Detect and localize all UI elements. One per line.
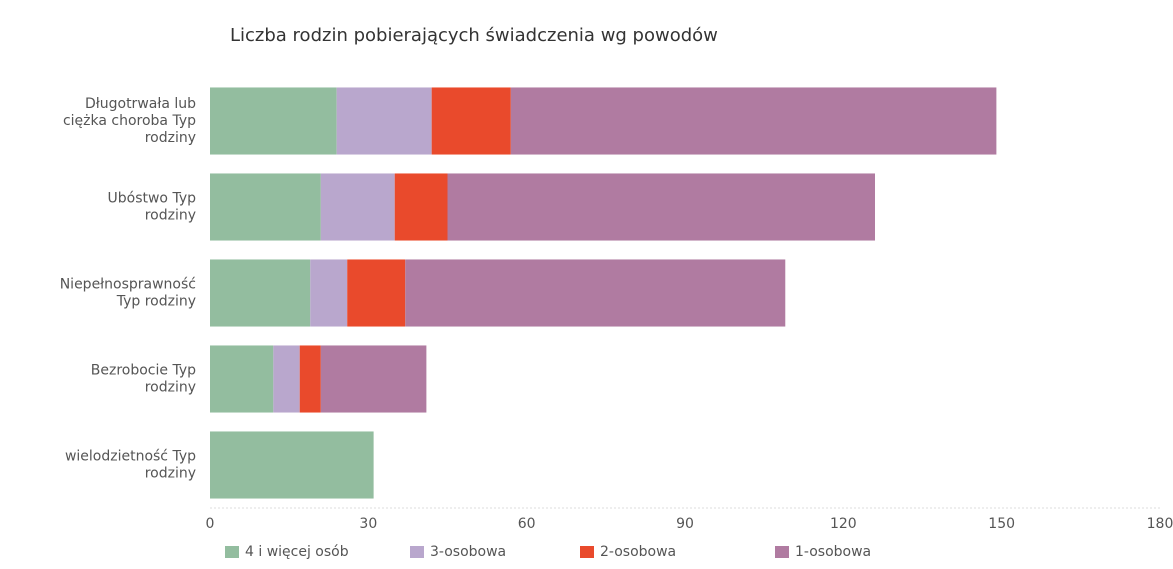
bar-segment bbox=[431, 87, 511, 155]
legend-swatch bbox=[580, 546, 594, 558]
x-tick-label: 0 bbox=[206, 516, 215, 532]
bar-segment bbox=[347, 259, 406, 327]
y-tick-label: Ubóstwo Typ rodziny bbox=[108, 191, 197, 224]
bar-segment bbox=[336, 87, 432, 155]
x-tick-label: 180 bbox=[1147, 516, 1173, 532]
x-tick-label: 150 bbox=[988, 516, 1015, 532]
y-tick-label: wielodzietność Typ rodziny bbox=[65, 449, 196, 482]
x-tick-label: 90 bbox=[676, 516, 694, 532]
bar-segment bbox=[405, 259, 786, 327]
x-tick-label: 30 bbox=[359, 516, 377, 532]
legend-label: 2-osobowa bbox=[600, 544, 676, 560]
legend-swatch bbox=[225, 546, 239, 558]
y-tick-label: Długotrwała lub ciężka choroba Typ rodziny bbox=[63, 96, 196, 146]
bar-segment bbox=[447, 173, 875, 241]
bar-segment bbox=[273, 345, 300, 413]
x-tick-label: 60 bbox=[518, 516, 536, 532]
chart-title: Liczba rodzin pobierających świadczenia … bbox=[230, 25, 718, 46]
legend-swatch bbox=[410, 546, 424, 558]
bar-segment bbox=[210, 259, 311, 327]
bar-segment bbox=[210, 87, 337, 155]
y-tick-label: Niepełnosprawność Typ rodziny bbox=[60, 277, 196, 310]
legend-swatch bbox=[775, 546, 789, 558]
bar-segment bbox=[510, 87, 997, 155]
bar-segment bbox=[394, 173, 448, 241]
y-tick-label: Bezrobocie Typ rodziny bbox=[91, 363, 196, 396]
legend-label: 3-osobowa bbox=[430, 544, 506, 560]
bar-segment bbox=[320, 345, 427, 413]
bar-segment bbox=[210, 431, 374, 499]
bar-segment bbox=[299, 345, 321, 413]
bar-segment bbox=[210, 173, 321, 241]
legend-label: 4 i więcej osób bbox=[245, 544, 349, 560]
bar-segment bbox=[320, 173, 395, 241]
bar-segment bbox=[210, 345, 274, 413]
bar-segment bbox=[310, 259, 348, 327]
legend-label: 1-osobowa bbox=[795, 544, 871, 560]
x-tick-label: 120 bbox=[830, 516, 857, 532]
